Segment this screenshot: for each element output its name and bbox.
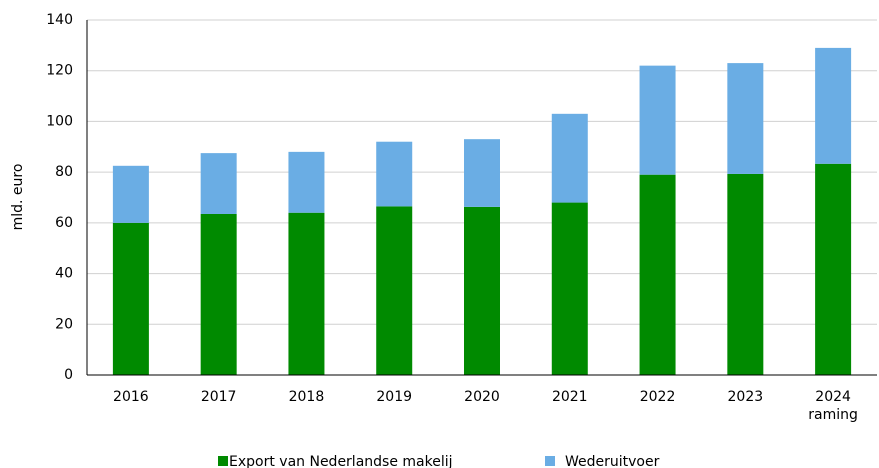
legend-label: Export van Nederlandse makelij [229,454,453,468]
bar-segment [464,206,500,375]
bar-segment [727,63,764,174]
bar-segment [200,213,237,375]
bar-segment [639,65,676,175]
x-tick-label: 2019 [376,389,413,405]
bar-segment [200,153,237,214]
y-axis-label: mld. euro [10,164,26,231]
bar-segment [815,163,852,375]
x-tick-label: 2020 [464,389,500,405]
bar-segment [288,212,325,375]
y-tick-label: 120 [46,63,73,79]
bar-segment [464,139,500,207]
y-tick-label: 140 [46,12,73,28]
x-tick-label: 2022 [639,389,676,405]
y-tick-label: 0 [64,367,73,383]
bar-segment [551,113,588,203]
y-tick-label: 60 [55,215,73,231]
legend-swatch [218,456,228,466]
bar-segment [288,151,325,213]
bar-segment [551,202,588,375]
bar-segment [815,47,852,164]
y-tick-label: 40 [55,266,73,282]
y-tick-label: 20 [55,316,73,332]
x-tick-label: 2024 raming [808,389,858,423]
legend-label: Wederuitvoer [565,454,660,468]
y-tick-label: 80 [55,164,73,180]
bar-segment [376,206,413,375]
x-tick-label: 2021 [551,389,588,405]
bar-segment [112,222,149,375]
bar-segment [639,174,676,375]
bar-segment [727,173,764,375]
x-tick-label: 2017 [200,389,237,405]
x-tick-label: 2023 [727,389,764,405]
bar-segment [376,141,413,207]
bar-segment [112,165,149,223]
x-tick-label: 2018 [288,389,325,405]
legend-swatch [545,456,555,466]
x-tick-label: 2016 [113,389,149,405]
y-tick-label: 100 [46,113,73,129]
